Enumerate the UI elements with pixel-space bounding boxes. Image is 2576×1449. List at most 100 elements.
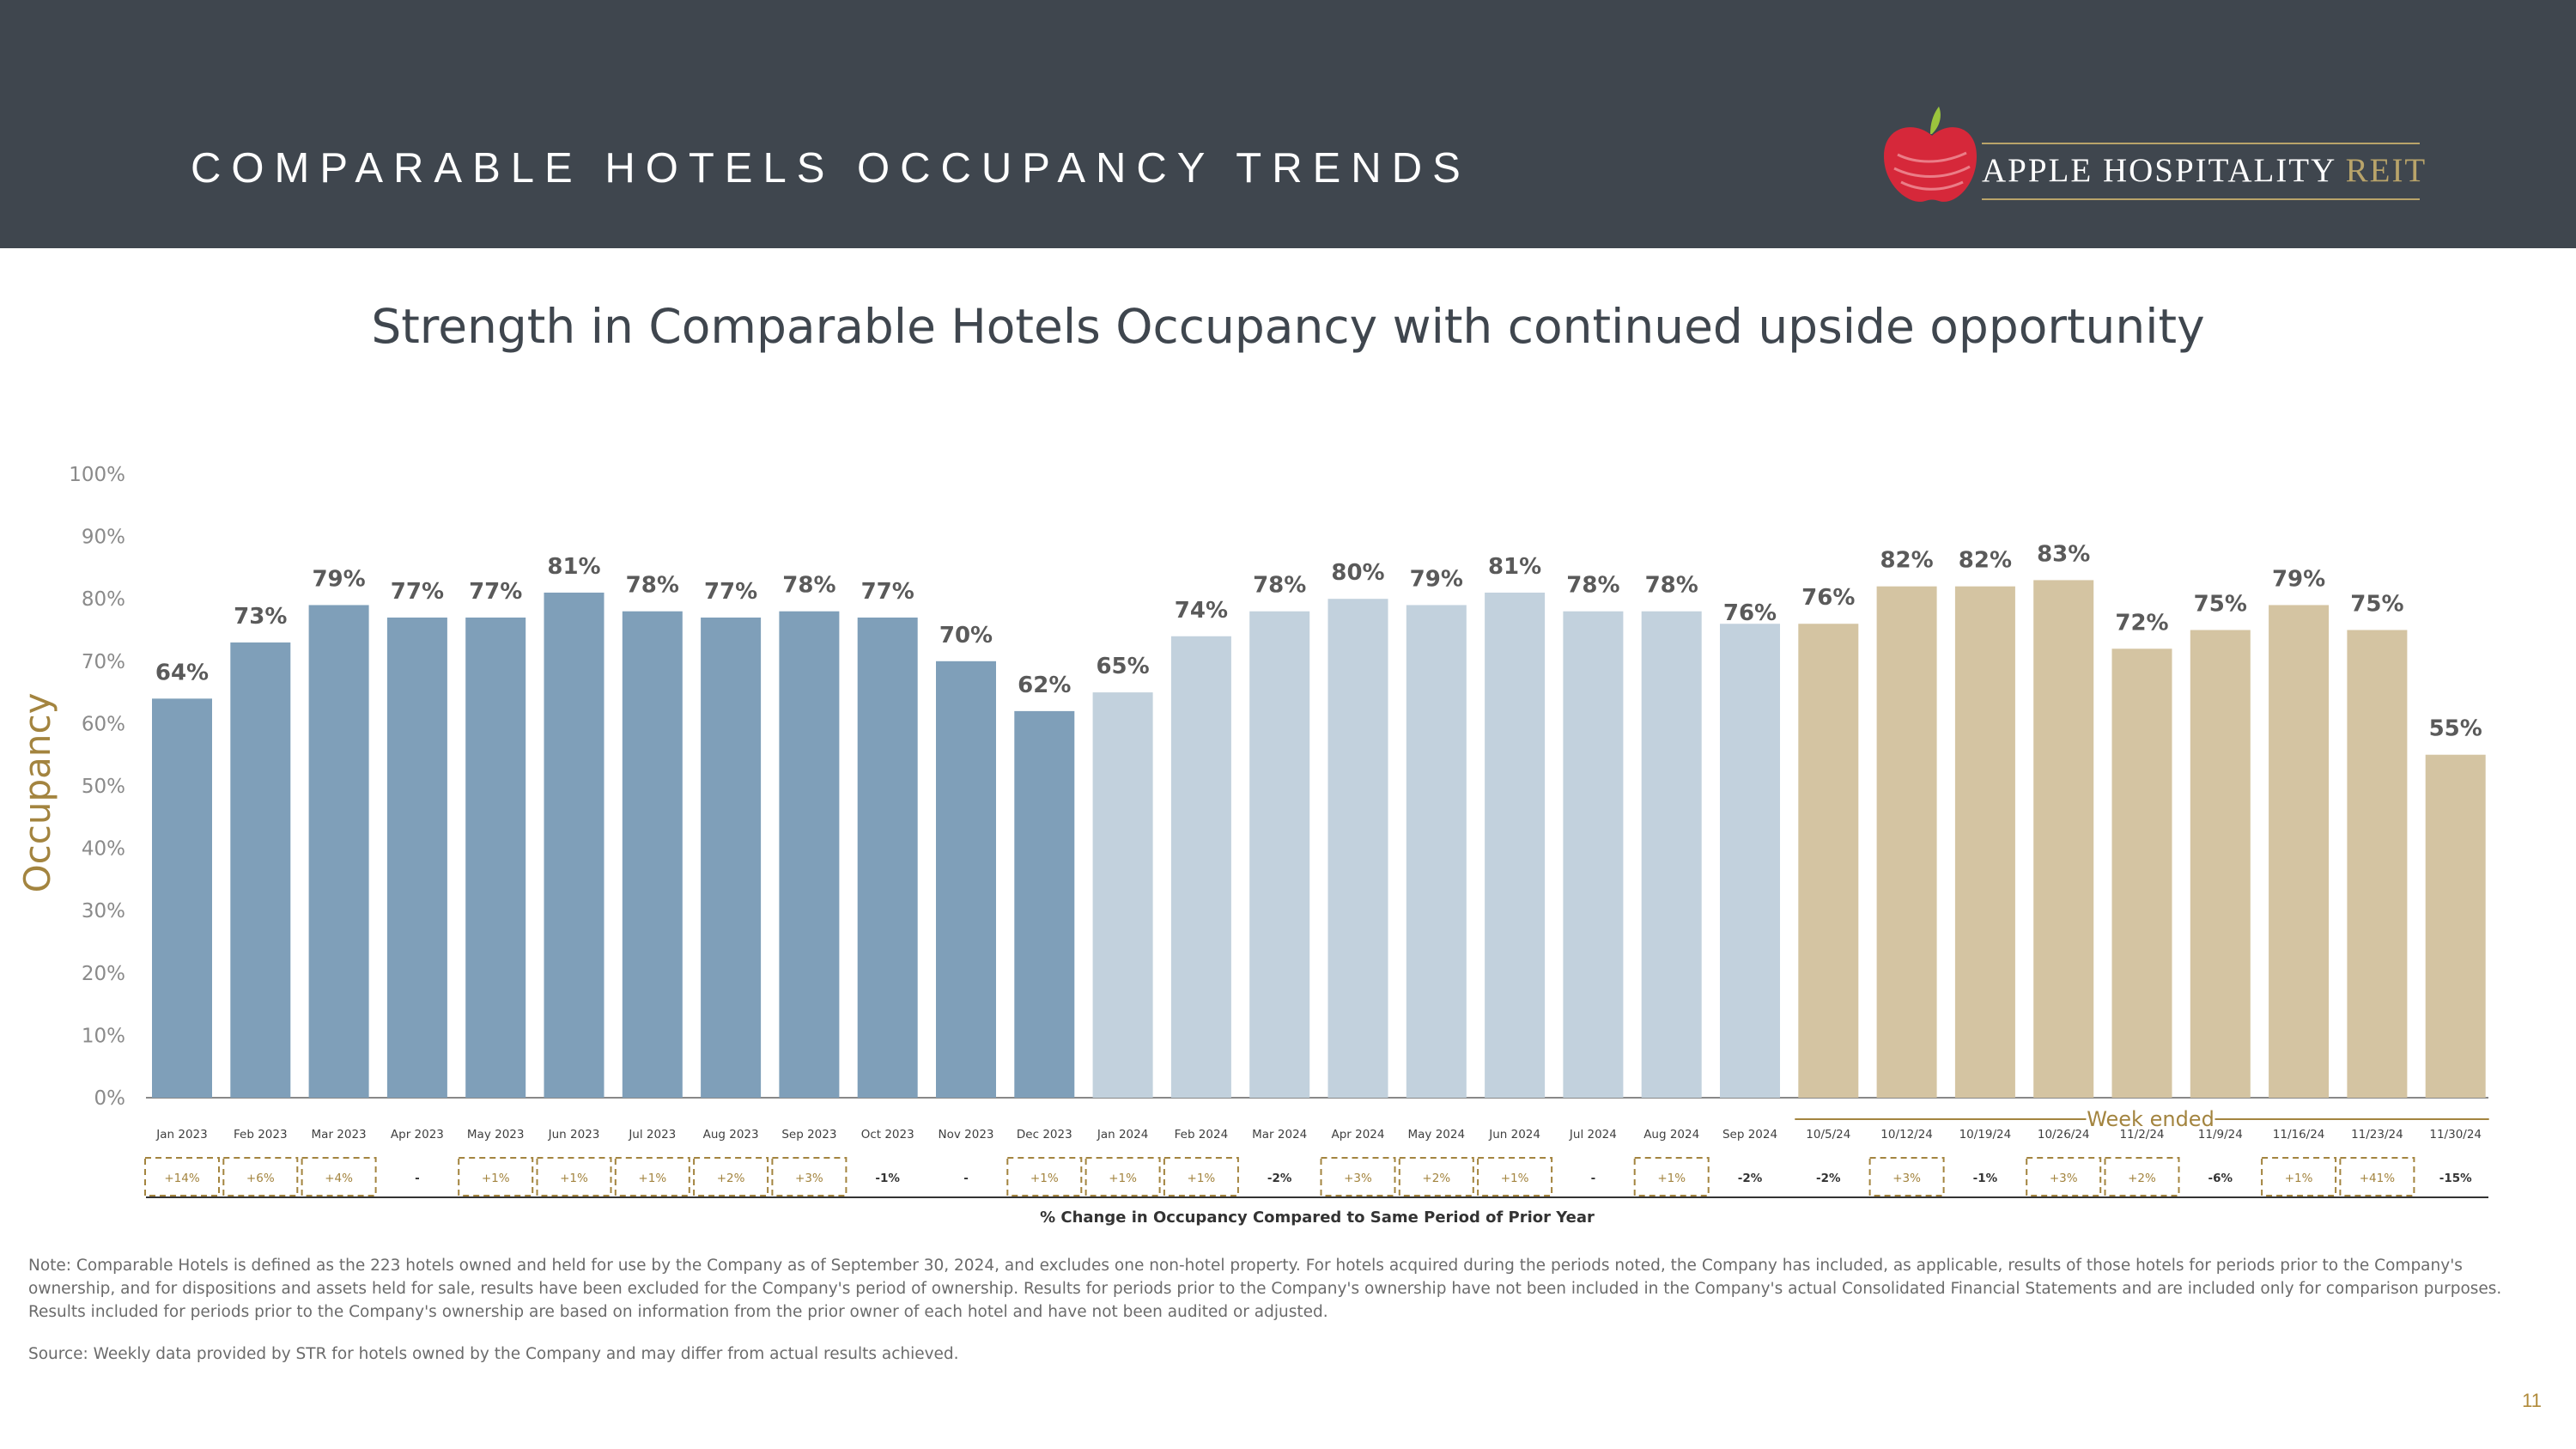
y-tick-label: 90% (82, 527, 125, 549)
bar-value-label: 80% (1331, 560, 1384, 586)
y-tick-label: 50% (82, 776, 125, 798)
x-tick-label: Feb 2024 (1175, 1128, 1229, 1142)
change-box (144, 1157, 220, 1196)
logo-accent: REIT (2345, 152, 2427, 189)
bar (2033, 580, 2094, 1098)
week-ended-label: Week ended (2087, 1107, 2215, 1131)
logo-name: APPLE HOSPITALITY (1982, 152, 2336, 189)
change-value: +14% (164, 1172, 199, 1185)
change-caption: % Change in Occupancy Compared to Same P… (1040, 1209, 1595, 1227)
change-value: -2% (1816, 1172, 1841, 1185)
bar-value-label: 77% (861, 579, 914, 605)
bar (1563, 611, 1624, 1098)
y-tick-label: 30% (82, 900, 125, 922)
bar-value-label: 79% (312, 566, 365, 592)
chart-subtitle: Strength in Comparable Hotels Occupancy … (371, 299, 2205, 354)
bar (1798, 624, 1859, 1098)
change-value: +1% (560, 1172, 588, 1185)
change-value: -2% (1738, 1172, 1763, 1185)
apple-logo-icon (1884, 107, 1977, 202)
bar (622, 611, 683, 1098)
change-box (771, 1157, 848, 1196)
y-tick-label: 10% (82, 1025, 125, 1047)
change-box (536, 1157, 612, 1196)
x-tick-label: Aug 2023 (703, 1128, 759, 1142)
change-value: +3% (795, 1172, 823, 1185)
x-tick-label: 11/16/24 (2273, 1128, 2325, 1142)
bar (544, 592, 605, 1098)
y-tick-label: 70% (82, 651, 125, 673)
bar-value-label: 72% (2115, 610, 2168, 636)
y-tick-label: 80% (82, 588, 125, 611)
x-tick-label: Feb 2023 (234, 1128, 288, 1142)
bar-value-label: 82% (1880, 548, 1933, 574)
x-tick-label: Oct 2023 (861, 1128, 914, 1142)
change-value: +3% (2050, 1172, 2078, 1185)
x-tick-label: Sep 2023 (781, 1128, 836, 1142)
bar (1092, 692, 1153, 1098)
x-tick-label: Jul 2023 (628, 1128, 676, 1142)
change-value: +1% (482, 1172, 510, 1185)
change-value: +3% (1344, 1172, 1372, 1185)
bar-value-label: 77% (469, 579, 522, 605)
company-logo-text: APPLE HOSPITALITY REIT (1982, 151, 2427, 190)
change-value: +1% (1109, 1172, 1137, 1185)
x-tick-label: Jan 2023 (155, 1128, 207, 1142)
bar (308, 605, 369, 1098)
x-tick-label: 11/2/24 (2119, 1128, 2164, 1142)
bar-value-label: 79% (1410, 566, 1463, 592)
bar-value-label: 64% (155, 660, 209, 685)
logo-rule-top (1982, 143, 2420, 144)
x-tick-label: Nov 2023 (939, 1128, 994, 1142)
change-value: +1% (1657, 1172, 1686, 1185)
x-tick-label: Jun 2023 (548, 1128, 600, 1142)
page-title: COMPARABLE HOTELS OCCUPANCY TRENDS (191, 145, 1471, 192)
x-tick-label: 11/23/24 (2351, 1128, 2403, 1142)
change-value: -6% (2208, 1172, 2233, 1185)
change-value: +1% (2285, 1172, 2313, 1185)
footnote: Note: Comparable Hotels is defined as th… (28, 1257, 2502, 1321)
bar (2190, 630, 2251, 1098)
change-value: +1% (638, 1172, 666, 1185)
bar (2269, 605, 2330, 1098)
bar-value-label: 78% (782, 573, 835, 599)
change-value: +4% (325, 1172, 353, 1185)
bar (386, 617, 447, 1098)
x-tick-label: Jan 2024 (1097, 1128, 1148, 1142)
bar (1406, 605, 1467, 1098)
change-box (2026, 1157, 2102, 1196)
bar (857, 617, 918, 1098)
x-tick-label: Jun 2024 (1488, 1128, 1540, 1142)
bar (1954, 586, 2015, 1098)
bar-value-label: 73% (234, 604, 287, 630)
bar-value-label: 75% (2194, 592, 2247, 618)
bar (1327, 599, 1388, 1098)
page-number: 11 (2522, 1390, 2542, 1411)
change-value: +6% (246, 1172, 275, 1185)
header-bar: COMPARABLE HOTELS OCCUPANCY TRENDS APPLE… (0, 0, 2576, 248)
x-tick-label: Jul 2024 (1569, 1128, 1617, 1142)
bar (1170, 636, 1231, 1098)
bar (701, 617, 762, 1098)
x-tick-label: 10/19/24 (1959, 1128, 2012, 1142)
change-value: -15% (2439, 1172, 2472, 1185)
change-box (1477, 1157, 1553, 1196)
bar-value-label: 78% (1645, 573, 1698, 599)
change-box (1868, 1157, 1945, 1196)
change-box (614, 1157, 690, 1196)
change-box (1163, 1157, 1239, 1196)
change-box (2261, 1157, 2337, 1196)
x-tick-label: Mar 2023 (312, 1128, 367, 1142)
source-note: Source: Weekly data provided by STR for … (28, 1345, 959, 1363)
y-tick-label: 100% (69, 464, 125, 486)
x-tick-label: Apr 2023 (391, 1128, 444, 1142)
change-value: +2% (717, 1172, 745, 1185)
bar (2425, 754, 2486, 1098)
change-box (1006, 1157, 1083, 1196)
bar-value-label: 77% (391, 579, 444, 605)
change-value: -2% (1267, 1172, 1292, 1185)
change-box (693, 1157, 769, 1196)
x-tick-label: Aug 2024 (1643, 1128, 1699, 1142)
bar (779, 611, 840, 1098)
x-tick-label: May 2024 (1408, 1128, 1466, 1142)
